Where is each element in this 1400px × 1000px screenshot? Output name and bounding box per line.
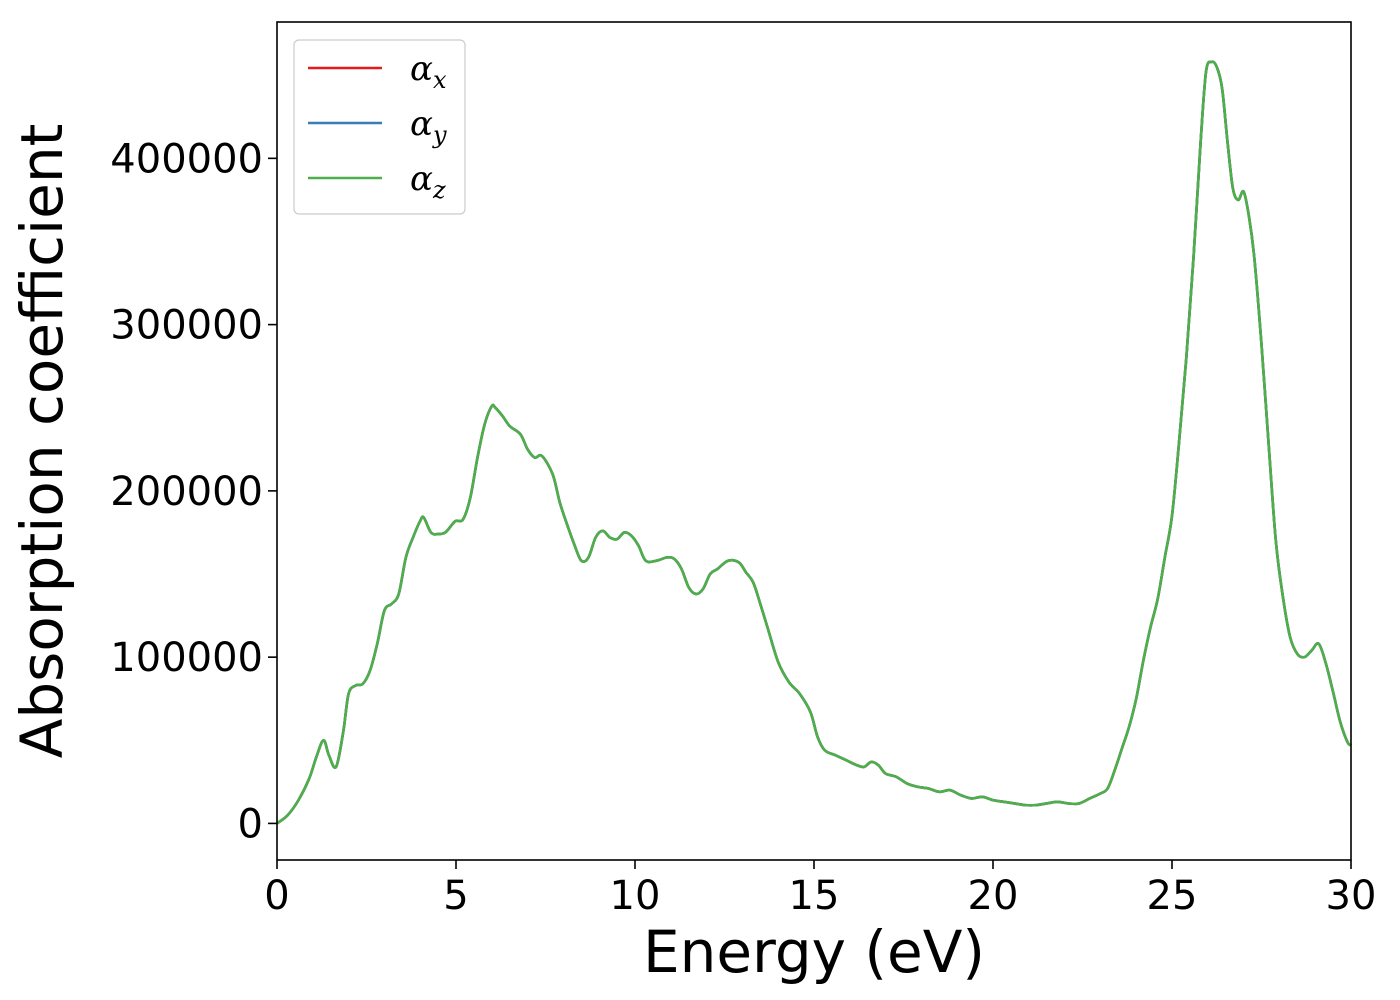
x-tick-label: 20 bbox=[968, 873, 1019, 919]
x-tick-label: 0 bbox=[264, 873, 289, 919]
x-tick-label: 10 bbox=[610, 873, 661, 919]
y-tick-label: 200000 bbox=[110, 469, 263, 515]
legend: αx αy αz bbox=[293, 39, 466, 215]
x-tick-label: 5 bbox=[443, 873, 468, 919]
y-axis-ticks: 0 100000 200000 300000 400000 bbox=[110, 136, 277, 847]
x-tick-label: 30 bbox=[1326, 873, 1377, 919]
legend-label-y: αy bbox=[410, 104, 447, 149]
legend-label-x: αx bbox=[410, 49, 447, 94]
x-axis-ticks: 0 5 10 15 20 25 30 bbox=[264, 860, 1376, 919]
y-tick-label: 0 bbox=[238, 801, 263, 847]
y-tick-label: 100000 bbox=[110, 635, 263, 681]
series-line-3 bbox=[276, 60, 1352, 825]
y-tick-label: 300000 bbox=[110, 303, 263, 349]
series-lines bbox=[276, 60, 1352, 825]
legend-items: αx αy αz bbox=[308, 49, 447, 204]
y-axis-label: Absorption coefficient bbox=[8, 124, 76, 759]
x-tick-label: 25 bbox=[1147, 873, 1198, 919]
x-tick-label: 15 bbox=[789, 873, 840, 919]
legend-label-z: αz bbox=[410, 159, 446, 204]
y-tick-label: 400000 bbox=[110, 136, 263, 182]
legend-box bbox=[293, 39, 466, 215]
x-axis-label: Energy (eV) bbox=[643, 918, 985, 986]
